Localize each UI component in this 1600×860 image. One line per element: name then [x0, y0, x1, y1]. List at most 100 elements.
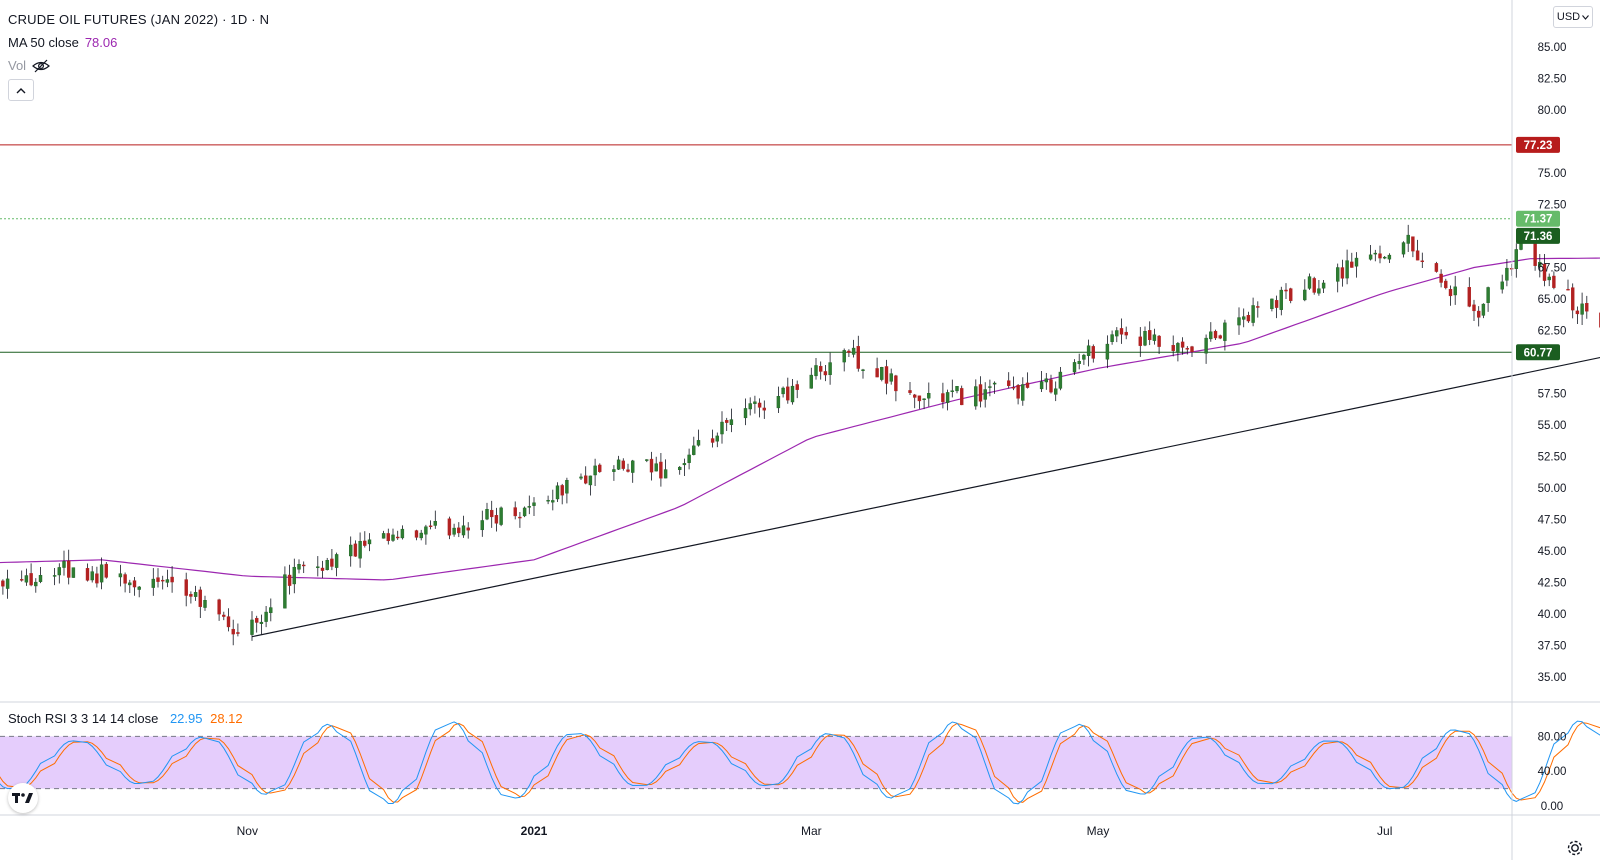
candle[interactable] — [950, 379, 954, 398]
candle[interactable] — [104, 562, 109, 579]
candle[interactable] — [5, 569, 10, 599]
candle[interactable] — [226, 608, 231, 632]
candle[interactable] — [1439, 269, 1443, 288]
candle[interactable] — [118, 564, 123, 587]
candle[interactable] — [386, 528, 390, 545]
candle[interactable] — [320, 560, 325, 579]
candle[interactable] — [1387, 253, 1392, 264]
candle[interactable] — [1575, 306, 1580, 325]
candle[interactable] — [396, 530, 400, 540]
candle[interactable] — [696, 429, 701, 447]
candle[interactable] — [1218, 334, 1222, 340]
candle[interactable] — [1185, 346, 1190, 355]
candle[interactable] — [1223, 319, 1227, 351]
candle[interactable] — [720, 411, 724, 444]
candle[interactable] — [29, 563, 33, 587]
candle[interactable] — [809, 367, 813, 389]
candle[interactable] — [1307, 273, 1312, 290]
candle[interactable] — [913, 393, 917, 409]
candle[interactable] — [287, 564, 292, 595]
candle[interactable] — [367, 533, 372, 552]
candle[interactable] — [24, 568, 29, 586]
candle[interactable] — [1110, 330, 1114, 345]
candle[interactable] — [1143, 326, 1147, 347]
candle[interactable] — [485, 502, 489, 521]
candle[interactable] — [527, 495, 531, 515]
candle[interactable] — [1444, 278, 1448, 290]
candle[interactable] — [1237, 307, 1241, 335]
candle[interactable] — [419, 529, 423, 541]
candle[interactable] — [1115, 327, 1119, 343]
candle[interactable] — [297, 559, 301, 574]
candle[interactable] — [551, 489, 555, 511]
candle[interactable] — [95, 566, 99, 588]
candle[interactable] — [217, 598, 221, 621]
candle[interactable] — [941, 382, 945, 409]
candle[interactable] — [353, 540, 358, 557]
candle[interactable] — [983, 382, 987, 408]
candle[interactable] — [128, 579, 132, 594]
candle[interactable] — [729, 408, 734, 433]
candle[interactable] — [513, 501, 517, 520]
gear-icon[interactable] — [1565, 838, 1585, 858]
candle[interactable] — [363, 531, 367, 548]
candle[interactable] — [908, 382, 912, 395]
candle[interactable] — [861, 368, 865, 379]
candle[interactable] — [687, 448, 691, 470]
candle[interactable] — [494, 507, 499, 532]
candle[interactable] — [1312, 276, 1316, 295]
candle[interactable] — [598, 463, 602, 473]
candle[interactable] — [715, 432, 719, 448]
candle[interactable] — [960, 385, 964, 406]
candle[interactable] — [565, 477, 569, 504]
stoch-legend[interactable]: Stoch RSI 3 3 14 14 close 22.95 28.12 — [8, 711, 243, 726]
candle[interactable] — [678, 466, 682, 475]
candle[interactable] — [781, 386, 785, 398]
symbol-title[interactable]: CRUDE OIL FUTURES (JAN 2022) · 1D · N — [8, 12, 270, 27]
candle[interactable] — [123, 572, 127, 593]
candle[interactable] — [917, 395, 922, 409]
candle[interactable] — [974, 379, 978, 410]
candle[interactable] — [955, 385, 959, 394]
candle[interactable] — [546, 495, 550, 505]
candle[interactable] — [1072, 359, 1077, 375]
candle[interactable] — [1585, 295, 1589, 319]
candle[interactable] — [170, 566, 174, 593]
candle[interactable] — [1279, 286, 1284, 316]
candle[interactable] — [819, 361, 823, 380]
candle[interactable] — [165, 569, 170, 588]
candle[interactable] — [57, 563, 61, 584]
candle[interactable] — [1453, 275, 1457, 305]
candle[interactable] — [1303, 279, 1307, 302]
candle[interactable] — [555, 482, 560, 502]
candle[interactable] — [1472, 299, 1476, 321]
candle[interactable] — [1368, 244, 1373, 261]
candle[interactable] — [189, 591, 193, 604]
candle[interactable] — [588, 475, 593, 496]
candle[interactable] — [358, 532, 362, 568]
candle[interactable] — [1053, 381, 1058, 402]
candle[interactable] — [823, 364, 828, 382]
candle[interactable] — [842, 348, 846, 372]
candle[interactable] — [1, 579, 5, 595]
candle[interactable] — [292, 558, 296, 594]
candle[interactable] — [1204, 334, 1208, 364]
vol-row[interactable]: Vol — [8, 54, 269, 77]
candle[interactable] — [1091, 344, 1096, 363]
candle[interactable] — [927, 382, 931, 407]
candle[interactable] — [682, 458, 687, 477]
candle[interactable] — [269, 598, 273, 622]
candle[interactable] — [560, 483, 564, 505]
candle[interactable] — [85, 563, 90, 582]
candle[interactable] — [283, 566, 287, 609]
candle[interactable] — [945, 389, 950, 411]
candle[interactable] — [1007, 372, 1011, 389]
candle[interactable] — [1016, 383, 1020, 405]
candle[interactable] — [1406, 224, 1410, 252]
candle[interactable] — [1542, 254, 1547, 287]
candle[interactable] — [1011, 376, 1016, 391]
candle[interactable] — [616, 455, 621, 470]
candle[interactable] — [499, 506, 503, 527]
candle[interactable] — [137, 586, 141, 598]
